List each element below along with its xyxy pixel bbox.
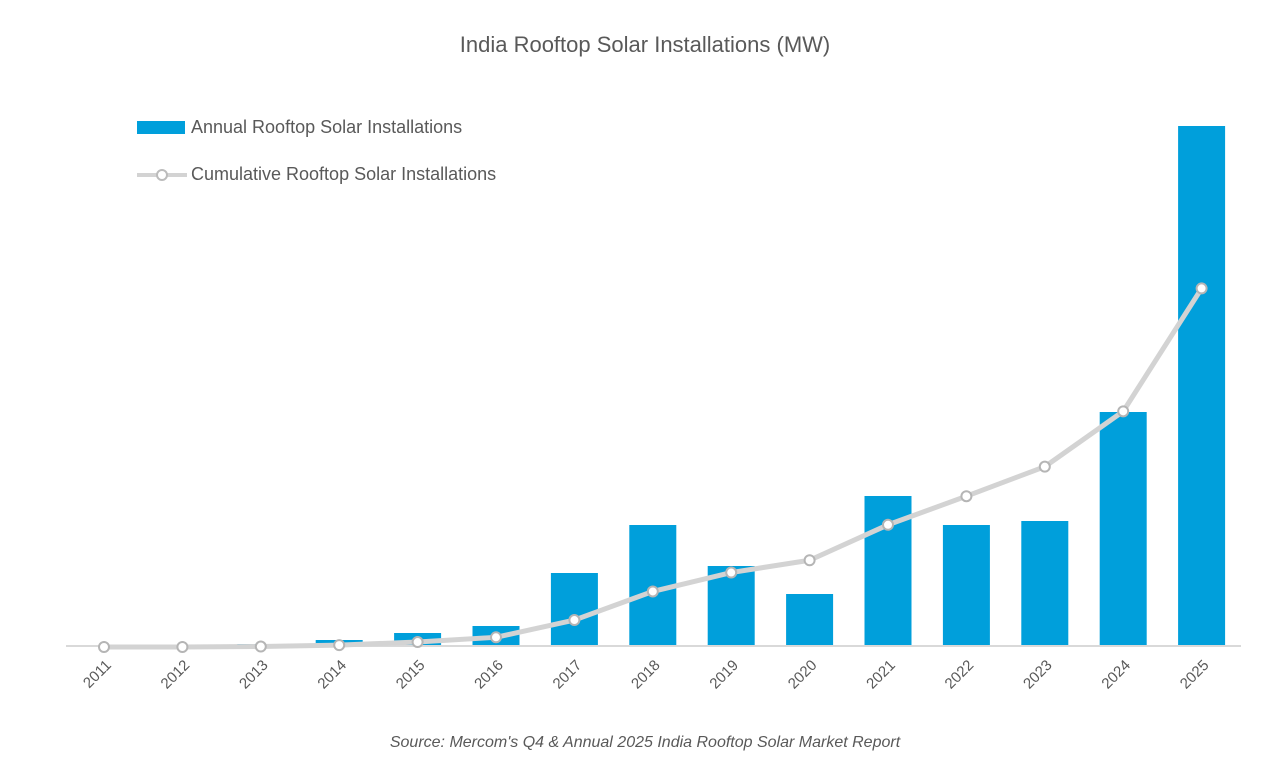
chart-source: Source: Mercom's Q4 & Annual 2025 India … [389, 734, 901, 751]
x-tick-label-2024: 2024 [1098, 657, 1134, 693]
bar-2020 [786, 594, 834, 646]
x-tick-label-2022: 2022 [942, 657, 978, 693]
cumulative-point-2021 [882, 518, 894, 531]
cumulative-point-2022 [960, 490, 973, 503]
x-tick-label-2015: 2015 [393, 657, 429, 693]
x-tick-label-2017: 2017 [550, 657, 586, 693]
x-tick-label-2011: 2011 [80, 657, 115, 692]
x-tick-label-2016: 2016 [471, 657, 507, 693]
cumulative-point-2013 [254, 640, 267, 653]
cumulative-point-2024 [1117, 405, 1130, 418]
legend-label-cumulative: Cumulative Rooftop Solar Installations [191, 164, 497, 184]
cumulative-point-2018 [646, 585, 659, 598]
x-tick-label-2014: 2014 [314, 657, 350, 693]
bar-2017 [550, 573, 598, 646]
cumulative-point-2015 [411, 636, 424, 649]
x-tick-label-2013: 2013 [236, 657, 272, 693]
chart-title: India Rooftop Solar Installations (MW) [459, 32, 831, 57]
legend-bar-swatch [137, 121, 185, 134]
x-tick-label-2012: 2012 [158, 657, 194, 693]
legend-label-annual: Annual Rooftop Solar Installations [191, 117, 463, 137]
cumulative-point-2016 [490, 631, 502, 644]
cumulative-point-2014 [333, 639, 346, 652]
cumulative-point-2011 [98, 641, 110, 653]
x-tick-label-2020: 2020 [785, 657, 821, 693]
legend-line-swatch [137, 166, 187, 184]
bar-2019 [707, 566, 755, 646]
cumulative-point-2019 [725, 566, 738, 579]
legend-item-annual: Annual Rooftop Solar Installations [137, 117, 462, 138]
x-tick-label-2019: 2019 [706, 657, 742, 693]
bar-2024 [1099, 412, 1147, 646]
x-tick-label-2025: 2025 [1177, 657, 1213, 693]
cumulative-point-2017 [568, 614, 581, 627]
cumulative-point-2020 [803, 554, 816, 567]
bar-2023 [1021, 521, 1069, 646]
legend-item-cumulative: Cumulative Rooftop Solar Installations [137, 164, 496, 185]
bar-2025 [1178, 126, 1226, 646]
cumulative-point-2012 [176, 641, 189, 653]
cumulative-point-2023 [1038, 460, 1051, 473]
x-tick-label-2021: 2021 [863, 657, 899, 693]
x-tick-label-2018: 2018 [628, 657, 664, 693]
cumulative-point-2025 [1195, 282, 1208, 295]
x-tick-label-2023: 2023 [1020, 657, 1056, 693]
bar-2022 [942, 525, 990, 646]
